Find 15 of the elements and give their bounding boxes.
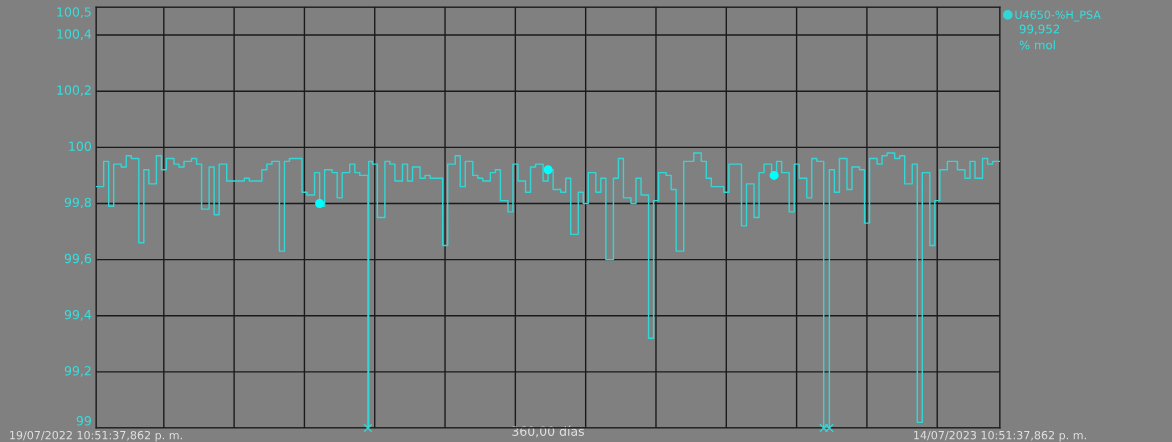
- y-tick-label: 100,4: [57, 29, 92, 40]
- y-tick-label: 99,6: [64, 253, 92, 265]
- y-tick-label: 100,2: [57, 85, 91, 97]
- text: 99,952: [1019, 24, 1060, 35]
- legend-label: U4650-%H_PSA: [1015, 10, 1101, 22]
- x-axis-title: 360,00 días: [512, 425, 585, 438]
- x-tick-label: 19/07/2022 10:51:37,862 p. m.: [10, 430, 182, 442]
- y-tick-label: 100: [69, 141, 91, 151]
- y-tick-label: 100,5: [57, 7, 91, 18]
- y-tick-label: 99,8: [64, 197, 91, 209]
- text: % mol: [1019, 40, 1055, 50]
- y-tick-label: 99,4: [64, 309, 92, 321]
- y-tick-label: 99: [76, 416, 91, 426]
- y-tick-label: 99,2: [64, 366, 91, 377]
- x-tick-label: 14/07/2023 10:51:37,862 p. m.: [914, 430, 1086, 442]
